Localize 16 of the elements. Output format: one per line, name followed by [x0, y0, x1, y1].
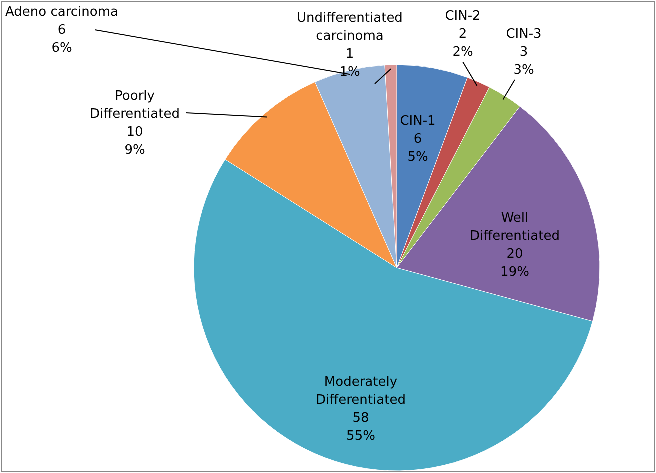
slice-label: Poorly Differentiated — [90, 89, 180, 122]
data-label: 6 6% — [52, 23, 72, 56]
slice-label: Undifferentiated carcinoma — [297, 11, 403, 44]
data-label: 10 9% — [124, 125, 146, 158]
slice-label: Moderately Differentiated — [316, 375, 406, 408]
data-label: 58 55% — [346, 411, 376, 444]
slice-label: CIN-1 — [400, 114, 436, 129]
data-label: 3 3% — [514, 45, 534, 78]
slice-label: CIN-3 — [506, 27, 542, 42]
data-label: 6 5% — [408, 132, 428, 165]
slice-label: CIN-2 — [445, 9, 481, 24]
data-label: 20 19% — [500, 247, 530, 280]
slice-label: Well Differentiated — [470, 211, 560, 244]
data-label: 2 2% — [452, 27, 474, 60]
data-label: 1 1% — [340, 47, 360, 80]
slice-label: Adeno carcinoma — [6, 5, 118, 20]
